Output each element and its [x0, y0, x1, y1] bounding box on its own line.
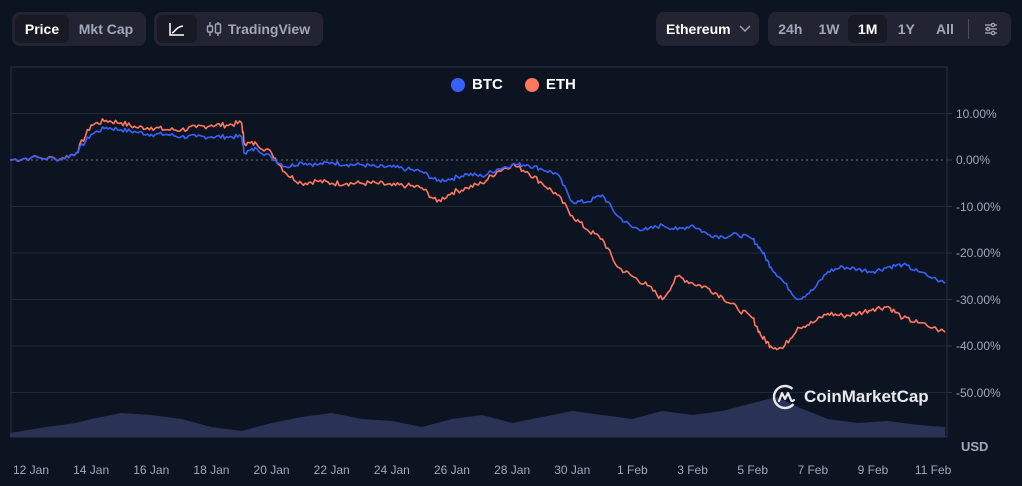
y-tick-label: -30.00% [956, 292, 1001, 307]
tradingview-label: TradingView [227, 21, 311, 37]
x-tick-label: 9 Feb [857, 463, 889, 477]
tab-mkt-cap[interactable]: Mkt Cap [78, 21, 134, 37]
x-tick-label: 18 Jan [193, 463, 230, 477]
legend-btc[interactable]: BTC [451, 76, 503, 93]
x-tick-label: 1 Feb [617, 463, 648, 477]
range-all[interactable]: All [936, 21, 954, 37]
line-chart-button[interactable] [157, 15, 197, 43]
y-tick-label: 10.00% [956, 106, 997, 121]
sliders-icon [984, 22, 997, 36]
chart-settings-button[interactable] [973, 15, 1008, 43]
range-1w[interactable]: 1W [818, 21, 840, 37]
x-tick-label: 22 Jan [313, 463, 350, 477]
btc-dot-icon [451, 77, 465, 92]
x-tick-label: 5 Feb [737, 463, 769, 477]
x-tick-label: 14 Jan [73, 463, 110, 477]
line-chart-icon [169, 23, 184, 36]
range-1y[interactable]: 1Y [897, 21, 915, 37]
chart-view-toggle: TradingView [154, 12, 323, 46]
candlestick-icon [206, 22, 222, 36]
y-tick-label: -10.00% [956, 199, 1001, 214]
y-tick-label: -20.00% [956, 246, 1001, 260]
divider [968, 19, 970, 39]
price-mktcap-toggle: Price Mkt Cap [12, 12, 146, 46]
coinmarketcap-watermark: CoinMarketCap [772, 384, 929, 410]
compare-coin-dropdown[interactable]: Ethereum [656, 12, 759, 46]
x-tick-label: 12 Jan [12, 463, 50, 477]
legend-eth-label: ETH [545, 76, 576, 93]
tradingview-button[interactable]: TradingView [197, 15, 319, 43]
y-tick-label: -50.00% [956, 385, 1001, 400]
x-tick-label: 11 Feb [914, 463, 952, 477]
coinmarketcap-logo-icon [772, 384, 798, 410]
x-tick-label: 30 Jan [554, 463, 591, 477]
eth-dot-icon [524, 77, 539, 92]
range-24h[interactable]: 24h [778, 21, 803, 37]
compare-coin-value: Ethereum [666, 21, 731, 37]
tab-price[interactable]: Price [15, 15, 69, 43]
y-tick-label: 0.00% [956, 153, 991, 167]
range-1m[interactable]: 1M [848, 15, 887, 43]
y-tick-label: -40.00% [956, 339, 1001, 353]
watermark-text: CoinMarketCap [804, 387, 929, 406]
btc-line [9, 126, 946, 301]
x-tick-label: 28 Jan [494, 463, 531, 477]
x-tick-label: 20 Jan [253, 463, 290, 477]
chevron-down-icon [739, 25, 751, 32]
x-tick-label: 24 Jan [373, 463, 410, 477]
eth-line [9, 118, 946, 351]
legend-eth[interactable]: ETH [524, 76, 576, 93]
chart-frame [10, 66, 948, 438]
chart-grid [11, 113, 952, 393]
volume-bars [9, 397, 946, 437]
currency-label: USD [961, 439, 989, 454]
chart-legend: BTC ETH [451, 76, 576, 93]
x-tick-label: 26 Jan [433, 463, 470, 477]
x-tick-label: 3 Feb [677, 463, 708, 477]
x-tick-label: 7 Feb [797, 463, 829, 477]
legend-btc-label: BTC [472, 76, 503, 93]
time-range-toggle: 24h 1W 1M 1Y All [768, 12, 1011, 46]
x-tick-label: 16 Jan [133, 463, 170, 477]
